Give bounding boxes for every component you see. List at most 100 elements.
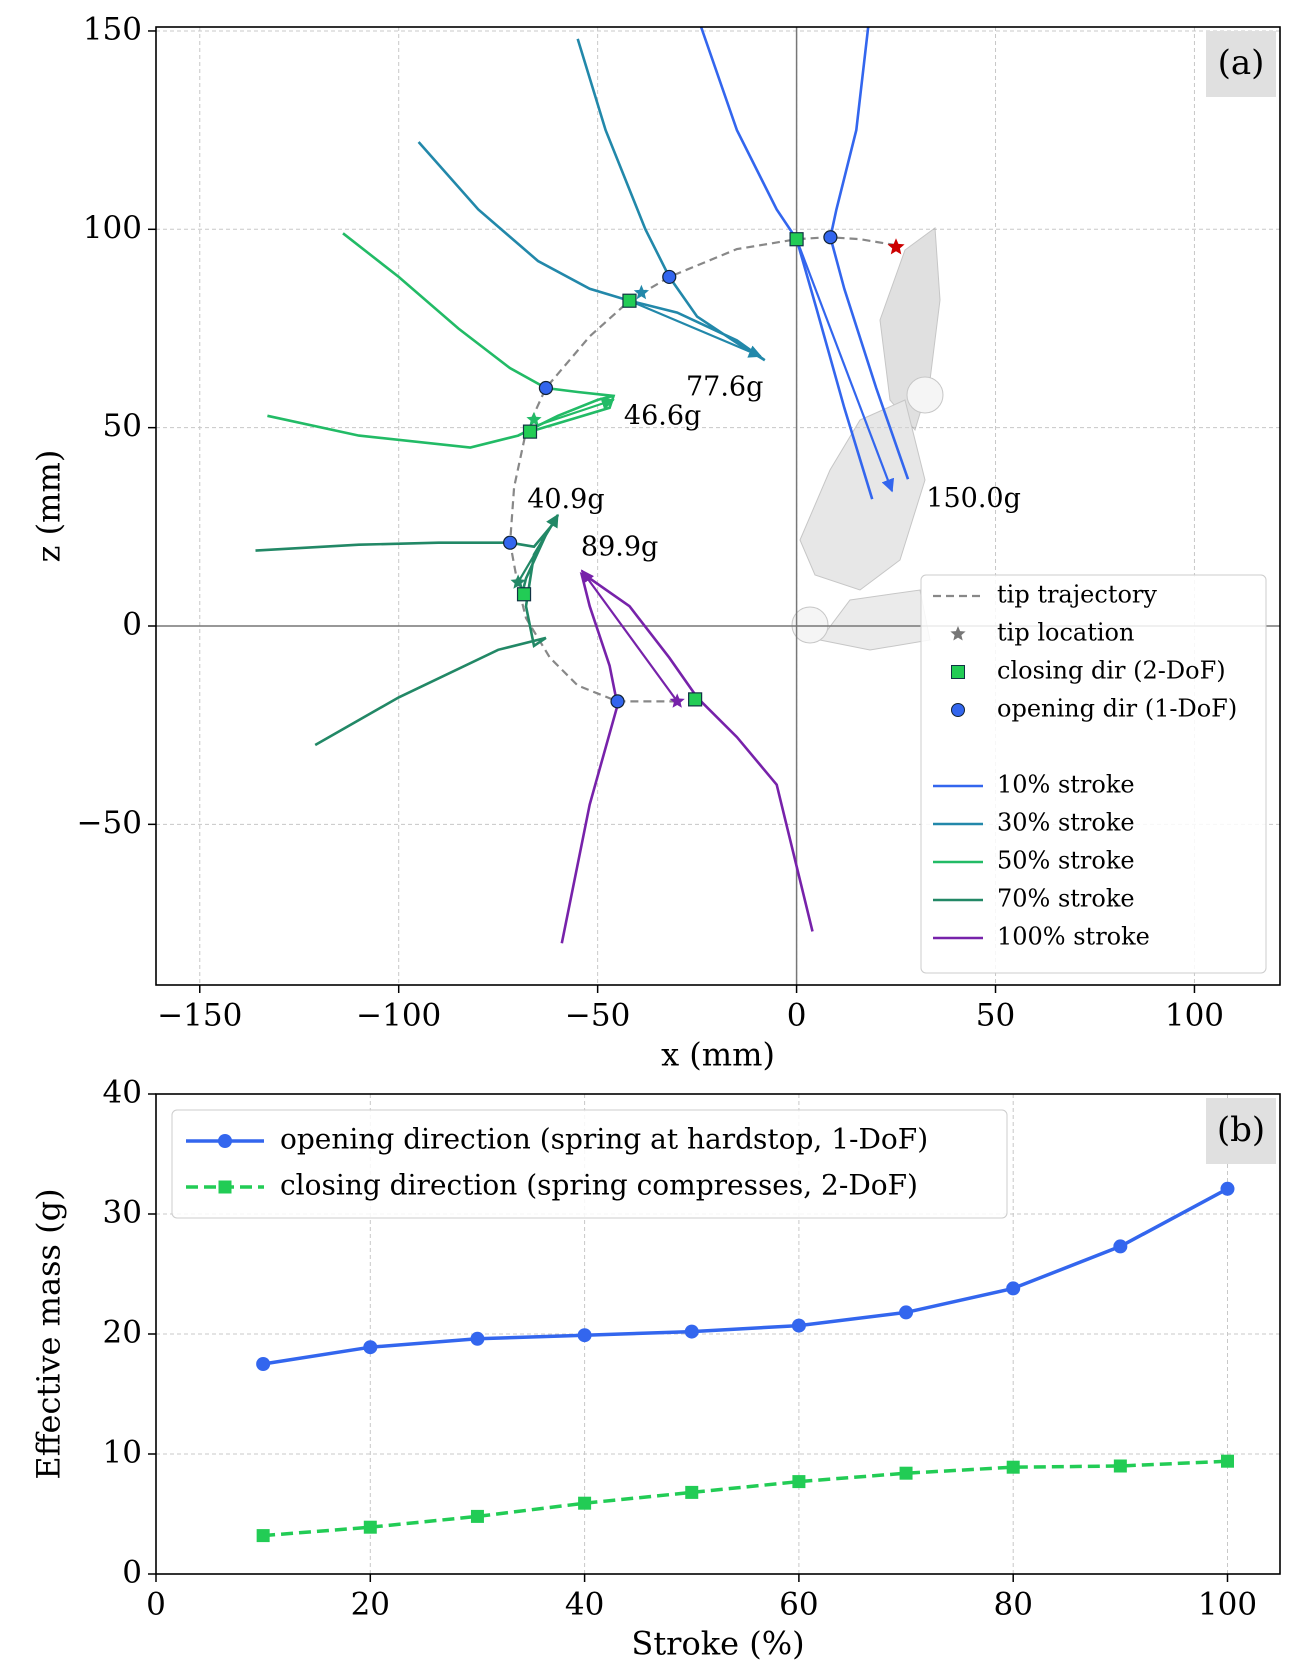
x-tick-label: −150	[157, 998, 242, 1034]
x-tick-label: 40	[565, 1587, 604, 1623]
panel-label-box	[1206, 1098, 1276, 1164]
x-tick-label: −100	[356, 998, 441, 1034]
closing-dir	[522, 424, 538, 439]
data-point	[470, 1331, 485, 1346]
legend-swatch	[218, 1180, 232, 1194]
data-point	[578, 1496, 592, 1510]
legend-label: tip trajectory	[997, 581, 1157, 609]
legend-label: 70% stroke	[997, 885, 1135, 913]
y-tick-label: 10	[103, 1435, 142, 1471]
closing-dir	[516, 587, 532, 602]
opening-dir	[823, 230, 838, 245]
opening-dir	[662, 269, 677, 285]
closing-dir	[789, 232, 804, 247]
data-point	[1220, 1181, 1235, 1196]
legend-label: 100% stroke	[997, 923, 1150, 951]
y-tick-label: −50	[77, 805, 142, 841]
legend-box	[920, 574, 1267, 974]
axes-frame	[155, 26, 1281, 986]
data-point	[256, 1357, 271, 1371]
legend-label: closing direction (spring compresses, 2-…	[280, 1169, 918, 1202]
y-tick-label: 30	[103, 1195, 142, 1231]
y-axis-label: Effective mass (g)	[30, 1188, 68, 1479]
direction-arrow	[795, 238, 895, 493]
x-tick-label: 60	[779, 1587, 818, 1623]
stroke-curve	[267, 232, 616, 449]
direction-arrow	[529, 397, 615, 429]
current-tip	[887, 238, 905, 255]
panel-label: (a)	[1218, 43, 1265, 83]
direction-arrow	[580, 569, 679, 703]
data-point	[1113, 1459, 1127, 1473]
legend-label: tip location	[997, 619, 1134, 647]
y-tick-label: 50	[103, 408, 142, 444]
direction-arrow	[629, 299, 762, 358]
stroke-curve	[255, 514, 560, 747]
y-tick-label: 100	[83, 210, 142, 246]
x-tick-label: 20	[351, 1587, 390, 1623]
opening-dir	[538, 380, 554, 396]
gripper-part	[819, 589, 931, 651]
legend-label: opening dir (1-DoF)	[997, 695, 1237, 723]
data-point	[1006, 1281, 1021, 1296]
tip-location	[669, 693, 685, 708]
data-point	[363, 1520, 377, 1534]
data-point	[685, 1485, 699, 1499]
gripper-illustration	[791, 227, 944, 651]
legend-label: 50% stroke	[997, 847, 1135, 875]
mass-label: 46.6g	[624, 400, 701, 431]
y-tick-label: 20	[103, 1315, 142, 1351]
data-point	[1113, 1239, 1128, 1254]
y-tick-label: 150	[83, 11, 142, 47]
legend-label: 30% stroke	[997, 809, 1135, 837]
stroke-curve	[560, 571, 814, 944]
legend-box	[171, 1109, 1008, 1219]
legend-swatch	[951, 703, 965, 717]
legend-swatch	[951, 665, 965, 679]
data-point	[1006, 1460, 1020, 1474]
x-tick-label: 50	[976, 998, 1015, 1034]
legend-swatch	[218, 1134, 232, 1148]
tip-location	[526, 411, 542, 427]
data-point	[684, 1324, 699, 1339]
x-tick-label: 100	[1198, 1587, 1257, 1623]
series-line	[262, 1187, 1229, 1366]
direction-arrow	[517, 513, 559, 583]
x-axis-label: x (mm)	[661, 1036, 775, 1074]
tip-location	[510, 574, 526, 589]
tip-location	[633, 284, 649, 300]
data-point	[256, 1529, 270, 1543]
data-point	[792, 1475, 806, 1489]
x-tick-label: −50	[565, 998, 630, 1034]
y-tick-label: 40	[103, 1075, 142, 1111]
mass-label: 40.9g	[527, 484, 604, 515]
data-point	[791, 1318, 806, 1333]
x-tick-label: 100	[1165, 998, 1224, 1034]
legend-label: opening direction (spring at hardstop, 1…	[280, 1123, 928, 1156]
stroke-curve	[417, 38, 766, 362]
legend-swatch	[950, 626, 966, 641]
legend-label: closing dir (2-DoF)	[997, 657, 1226, 685]
gripper-part	[799, 399, 926, 591]
data-point	[899, 1466, 913, 1480]
data-point	[363, 1340, 378, 1355]
closing-dir	[688, 692, 703, 707]
mass-label: 150.0g	[926, 483, 1021, 514]
data-point	[1220, 1454, 1234, 1468]
axes-frame	[155, 1093, 1281, 1575]
x-tick-label: 0	[787, 998, 807, 1034]
panel-label: (b)	[1217, 1110, 1265, 1150]
closing-dir	[622, 293, 637, 308]
x-tick-label: 0	[146, 1587, 166, 1623]
series-line	[262, 1459, 1228, 1538]
panel-label-box	[1206, 31, 1276, 97]
legend-label: 10% stroke	[997, 771, 1135, 799]
x-axis-label: Stroke (%)	[631, 1625, 804, 1663]
y-tick-label: 0	[122, 606, 142, 642]
mass-label: 77.6g	[686, 371, 763, 402]
data-point	[577, 1328, 592, 1343]
mass-label: 89.9g	[581, 531, 658, 562]
x-tick-label: 80	[993, 1587, 1032, 1623]
